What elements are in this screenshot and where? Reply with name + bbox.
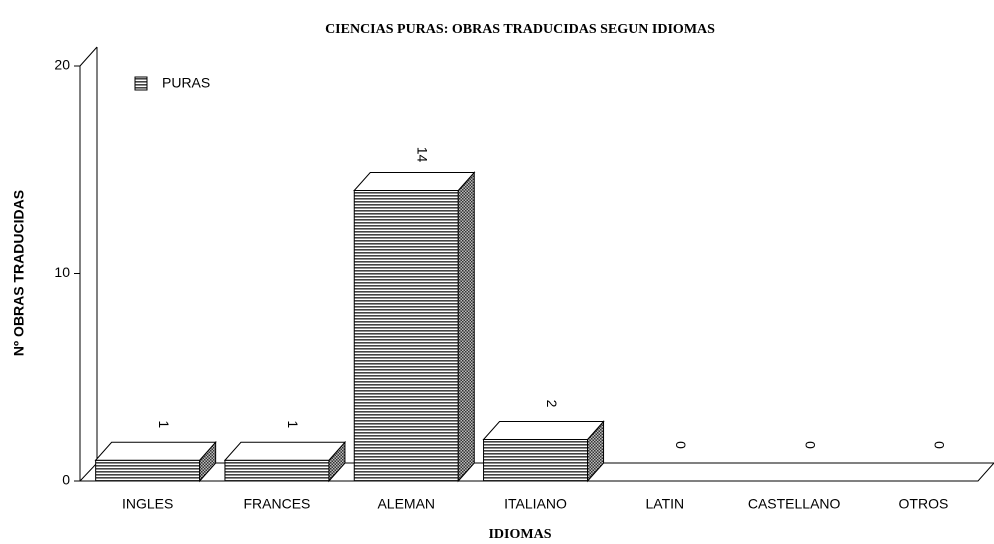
x-tick-label: LATIN: [646, 496, 685, 512]
x-tick-label: ALEMAN: [377, 496, 435, 512]
floor: [78, 462, 994, 482]
data-label: 14: [415, 147, 431, 163]
bar-top: [353, 172, 476, 191]
x-tick-label: FRANCES: [243, 496, 310, 512]
bar-top: [223, 441, 347, 461]
bar-side: [457, 171, 475, 483]
data-label: 1: [285, 420, 301, 428]
bar-front: [224, 459, 330, 482]
bar-top: [94, 441, 217, 461]
y-tick-label: 20: [54, 57, 70, 73]
x-tick-label: CASTELLANO: [748, 496, 841, 512]
data-label: 1: [156, 420, 172, 428]
x-tick-label: INGLES: [122, 496, 173, 512]
chart-title: CIENCIAS PURAS: OBRAS TRADUCIDAS SEGUN I…: [325, 22, 715, 37]
y-tick-label: 10: [54, 264, 70, 280]
data-label: 0: [802, 441, 818, 449]
y-axis: [79, 46, 98, 481]
x-tick-label: OTROS: [899, 496, 949, 512]
legend-swatch: [134, 76, 148, 91]
bar: [223, 440, 347, 483]
bar-front: [353, 190, 459, 482]
bar: [94, 440, 217, 483]
bar-front: [483, 439, 589, 482]
legend-label: PURAS: [162, 75, 210, 91]
data-label: 0: [673, 441, 689, 449]
y-tick-label: 0: [62, 472, 70, 488]
data-label: 2: [544, 400, 560, 408]
bar-top: [482, 421, 605, 440]
data-label: 0: [932, 441, 948, 449]
x-axis-label: IDIOMAS: [488, 527, 551, 542]
bar: [482, 420, 605, 483]
x-tick-label: ITALIANO: [504, 496, 567, 512]
y-axis-label: Nº OBRAS TRADUCIDAS: [11, 190, 27, 356]
bar: [353, 171, 476, 483]
bar-front: [95, 459, 201, 482]
